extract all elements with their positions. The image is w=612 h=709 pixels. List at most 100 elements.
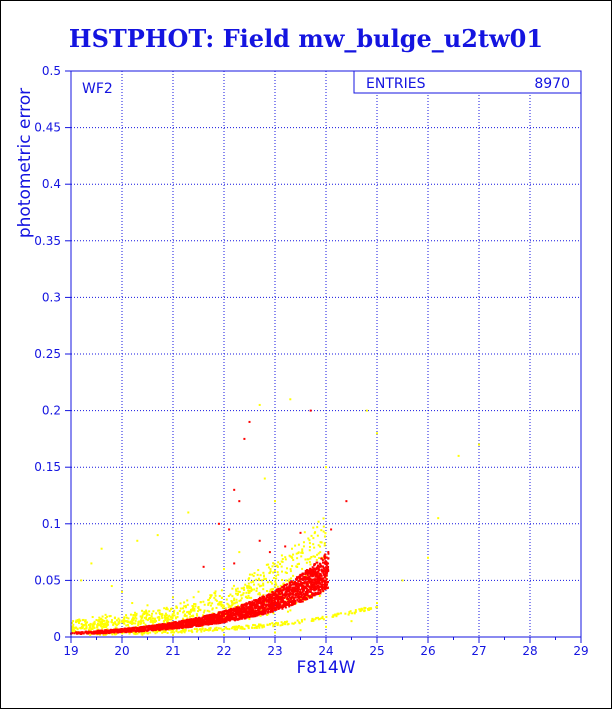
red-point [173, 626, 176, 629]
red-point [313, 593, 316, 596]
yellow-point [96, 628, 99, 631]
yellow-point [139, 615, 142, 618]
yellow-point [360, 609, 363, 612]
yellow-point [183, 601, 186, 604]
yellow-point [106, 620, 109, 623]
yellow-point [275, 564, 278, 567]
yellow-point [304, 582, 307, 585]
red-point [244, 616, 247, 619]
red-point [154, 629, 157, 632]
red-point [73, 632, 76, 635]
red-point [182, 621, 185, 624]
yellow-point [169, 616, 172, 619]
red-point [317, 575, 320, 578]
yellow-point [95, 619, 98, 622]
red-point [313, 567, 316, 570]
red-point [275, 605, 278, 608]
yellow-point [233, 599, 236, 602]
yellow-point [199, 609, 202, 612]
yellow-point [224, 607, 227, 610]
red-point [285, 588, 288, 591]
red-point [269, 606, 272, 609]
yellow-point [126, 620, 129, 623]
red-point [198, 619, 201, 622]
red-point [202, 621, 205, 624]
red-point [118, 628, 121, 631]
red-point [195, 625, 198, 628]
yellow-point [232, 584, 235, 587]
yellow-point [165, 614, 168, 617]
red-point [297, 589, 300, 592]
yellow-point [187, 511, 190, 514]
red-point [305, 576, 308, 579]
yellow-point [218, 595, 221, 598]
red-point [186, 624, 189, 627]
yellow-point [265, 563, 268, 566]
red-point [230, 614, 233, 617]
red-point [277, 598, 280, 601]
yellow-point [247, 627, 250, 630]
yellow-point [240, 625, 243, 628]
yellow-point [222, 605, 225, 608]
red-point [274, 595, 277, 598]
yellow-point [213, 629, 216, 632]
yellow-point [141, 614, 144, 617]
yellow-point [322, 618, 325, 621]
yellow-point [174, 617, 177, 620]
red-point [311, 588, 314, 591]
red-point [311, 584, 314, 587]
red-point [264, 598, 267, 601]
yellow-point [175, 628, 178, 631]
red-point [272, 597, 275, 600]
red-point [291, 588, 294, 591]
red-point [253, 599, 256, 602]
red-point [270, 607, 273, 610]
yellow-point [310, 556, 313, 559]
yellow-point [281, 622, 284, 625]
red-point [268, 601, 271, 604]
yellow-point [192, 609, 195, 612]
yellow-point [122, 621, 125, 624]
yellow-point [320, 541, 323, 544]
yellow-point [146, 604, 149, 607]
yellow-point [165, 606, 168, 609]
red-point [289, 592, 292, 595]
yellow-point [137, 624, 140, 627]
yellow-point [206, 609, 209, 612]
red-point [288, 594, 291, 597]
yellow-point [302, 541, 305, 544]
yellow-point [310, 619, 313, 622]
yellow-point [223, 568, 225, 571]
yellow-point [166, 608, 169, 611]
stats-entries-label: ENTRIES [366, 76, 426, 92]
yellow-point [113, 633, 116, 636]
red-point [140, 628, 143, 631]
yellow-point [163, 620, 166, 623]
red-point [299, 598, 302, 601]
red-point [302, 595, 305, 598]
red-point [322, 569, 325, 572]
red-point [290, 604, 293, 607]
red-point [85, 632, 88, 635]
x-tick-label: 19 [63, 644, 78, 658]
yellow-point [97, 624, 100, 627]
yellow-point [250, 590, 253, 593]
red-point [253, 615, 256, 618]
yellow-point [277, 561, 280, 564]
red-point [301, 598, 304, 601]
yellow-point [337, 613, 340, 616]
red-point [80, 631, 83, 634]
yellow-point [192, 615, 195, 618]
yellow-point [142, 622, 145, 625]
red-point [280, 606, 283, 609]
red-point [189, 618, 192, 621]
yellow-point [262, 624, 265, 627]
red-point [143, 628, 146, 631]
red-point [181, 622, 184, 625]
red-point [306, 598, 309, 601]
yellow-point [221, 596, 224, 599]
yellow-point [280, 565, 283, 568]
red-point [318, 576, 321, 579]
yellow-point [344, 612, 347, 615]
y-axis-label: photometric error [15, 88, 35, 238]
